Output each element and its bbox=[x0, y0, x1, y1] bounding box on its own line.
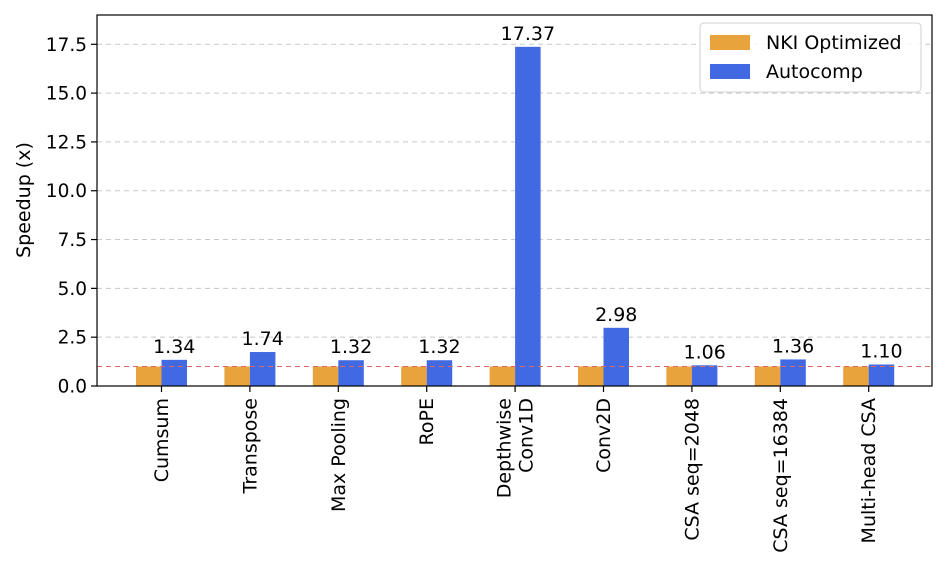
bar-autocomp bbox=[780, 359, 806, 386]
legend-label-nki-optimized: NKI Optimized bbox=[766, 32, 902, 54]
x-tick-label: CSA seq=16384 bbox=[770, 398, 792, 553]
legend-swatch-nki-optimized bbox=[710, 35, 750, 50]
x-tick-label: Conv1D bbox=[516, 398, 538, 473]
bar-nki-optimized bbox=[401, 366, 427, 386]
bars bbox=[136, 46, 895, 387]
bar-autocomp bbox=[691, 365, 718, 386]
data-label: 17.37 bbox=[501, 23, 555, 45]
data-label: 1.32 bbox=[418, 336, 460, 358]
legend-swatch-autocomp bbox=[710, 64, 750, 79]
bar-nki-optimized bbox=[489, 366, 516, 386]
x-ticks: Cumsum Transpose Max Pooling RoPE Depthwise C… bbox=[151, 386, 880, 553]
bar-nki-optimized bbox=[578, 366, 604, 386]
y-tick-label: 2.5 bbox=[58, 328, 87, 349]
x-tick-label: CSA seq=2048 bbox=[681, 398, 703, 541]
y-tick-label: 17.5 bbox=[46, 35, 87, 56]
bar-autocomp bbox=[161, 359, 187, 386]
legend-label-autocomp: Autocomp bbox=[766, 61, 863, 83]
x-tick-label: Multi-head CSA bbox=[858, 398, 880, 543]
bar-nki-optimized bbox=[224, 366, 250, 386]
y-tick-label: 15.0 bbox=[46, 84, 87, 105]
x-tick-label: Conv2D bbox=[593, 398, 615, 473]
y-ticks: 0.0 2.5 5.0 7.5 10.0 12.5 15.0 17.5 bbox=[46, 35, 97, 398]
y-tick-label: 7.5 bbox=[58, 230, 87, 251]
data-label: 1.74 bbox=[241, 328, 283, 350]
y-tick-label: 12.5 bbox=[46, 132, 87, 153]
bar-nki-optimized bbox=[136, 366, 162, 386]
data-label: 1.34 bbox=[153, 336, 195, 358]
bar-nki-optimized bbox=[666, 366, 692, 386]
data-label: 1.32 bbox=[330, 336, 372, 358]
data-label: 2.98 bbox=[595, 304, 637, 326]
x-tick-label: RoPE bbox=[416, 398, 438, 445]
legend-box bbox=[699, 22, 922, 93]
data-label: 1.10 bbox=[860, 341, 902, 363]
bar-autocomp bbox=[249, 352, 276, 386]
grid-lines bbox=[97, 43, 932, 338]
data-labels: 1.34 1.74 1.32 1.32 17.37 2.98 1.06 1.36 1.10 bbox=[153, 23, 903, 363]
x-tick-label: Cumsum bbox=[151, 398, 173, 482]
y-axis-label: Speedup (x) bbox=[13, 142, 35, 258]
y-tick-label: 10.0 bbox=[46, 181, 87, 202]
bar-autocomp bbox=[515, 46, 541, 387]
bar-nki-optimized bbox=[312, 366, 339, 386]
x-tick-label: Depthwise bbox=[494, 398, 516, 498]
data-label: 1.06 bbox=[683, 341, 725, 363]
bar-autocomp bbox=[603, 327, 629, 386]
legend: NKI Optimized Autocomp bbox=[699, 22, 922, 93]
data-label: 1.36 bbox=[772, 335, 814, 357]
bar-nki-optimized bbox=[754, 366, 781, 386]
bar-autocomp bbox=[426, 360, 453, 386]
y-tick-label: 5.0 bbox=[58, 279, 87, 300]
bar-nki-optimized bbox=[843, 366, 869, 386]
x-tick-label: Transpose bbox=[239, 398, 261, 494]
y-tick-label: 0.0 bbox=[58, 377, 87, 398]
bar-autocomp bbox=[868, 364, 895, 386]
bar-autocomp bbox=[338, 360, 364, 386]
x-tick-label: Max Pooling bbox=[328, 398, 350, 512]
